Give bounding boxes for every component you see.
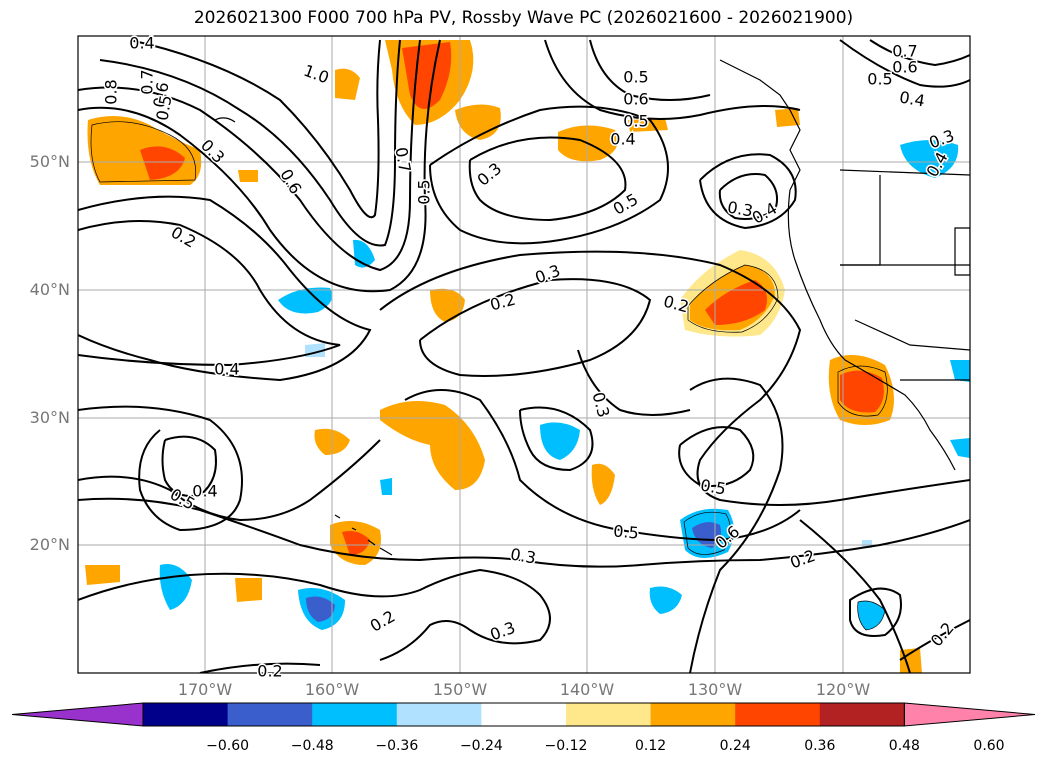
contour-label: 0.4 <box>898 87 926 110</box>
longitude-label: 130°W <box>687 680 743 699</box>
plot-background <box>78 36 970 673</box>
contour-label: 0.6 <box>892 58 917 77</box>
contour-label: 0.5 <box>623 68 648 87</box>
colorbar-segment <box>227 703 313 726</box>
colorbar-segment <box>566 703 652 726</box>
colorbar-segment <box>819 703 905 726</box>
contour-label: 0.2 <box>257 662 282 681</box>
negative-anomaly-areas <box>159 140 970 630</box>
pv-contours <box>78 39 970 673</box>
anomaly-outlines <box>90 121 888 631</box>
colorbar-tick-label: 0.12 <box>635 738 667 754</box>
contour-label: 0.7 <box>892 42 917 61</box>
colorbar-segment <box>481 703 567 726</box>
colorbar-segment <box>143 703 229 726</box>
colorbar-extend-high <box>903 702 1036 727</box>
contour-label: 0.4 <box>129 34 154 53</box>
latitude-label: 20°N <box>29 535 70 554</box>
colorbar-tick-label: 0.60 <box>973 738 1005 754</box>
contour-label: 0.5 <box>613 521 640 542</box>
longitude-label: 140°W <box>559 680 615 699</box>
contour-label: 0.5 <box>867 70 892 89</box>
colorbar-segment <box>735 703 821 726</box>
longitude-label: 170°W <box>177 680 233 699</box>
contour-label: 0.5 <box>623 112 648 131</box>
contour-label: 0.7 <box>138 69 157 94</box>
colorbar-frame <box>142 702 905 727</box>
colorbar-tick-label: 0.36 <box>804 738 836 754</box>
colorbar-segment <box>312 703 398 726</box>
contour-label: 0.5 <box>699 475 727 498</box>
colorbar-tick-label: 0.24 <box>719 738 751 754</box>
shaded-anomalies <box>78 36 970 673</box>
longitude-label: 160°W <box>304 680 360 699</box>
contour-label: 0.3 <box>509 544 537 567</box>
contour-label: 0.6 <box>149 81 172 109</box>
colorbar-tick-label: −0.60 <box>206 738 250 754</box>
plot-frame <box>77 35 971 674</box>
latitude-label: 30°N <box>29 408 70 427</box>
colorbar-tick-label: −0.24 <box>459 738 503 754</box>
colorbar-extend-low <box>11 702 144 727</box>
contour-label: 0.4 <box>192 482 217 501</box>
colorbar <box>11 702 1036 727</box>
colorbar-segment <box>650 703 736 726</box>
colorbar-tick-label: −0.48 <box>290 738 334 754</box>
contour-label: 0.4 <box>610 130 635 149</box>
longitude-label: 150°W <box>432 680 488 699</box>
figure-title: 2026021300 F000 700 hPa PV, Rossby Wave … <box>193 8 854 28</box>
latitude-label: 50°N <box>29 152 70 171</box>
contour-label: 0.4 <box>214 360 239 379</box>
colorbar-tick-label: 0.48 <box>888 738 920 754</box>
positive-anomaly-areas <box>85 40 922 673</box>
longitude-label: 120°W <box>815 680 871 699</box>
colorbar-segment <box>396 703 482 726</box>
contour-label: 0.5 <box>415 179 434 204</box>
colorbar-tick-label: −0.36 <box>375 738 419 754</box>
contour-label: 0.6 <box>623 90 648 109</box>
coastlines <box>214 59 970 556</box>
contour-label: 0.8 <box>102 79 121 104</box>
colorbar-tick-label: −0.12 <box>544 738 588 754</box>
latitude-label: 40°N <box>29 280 70 299</box>
